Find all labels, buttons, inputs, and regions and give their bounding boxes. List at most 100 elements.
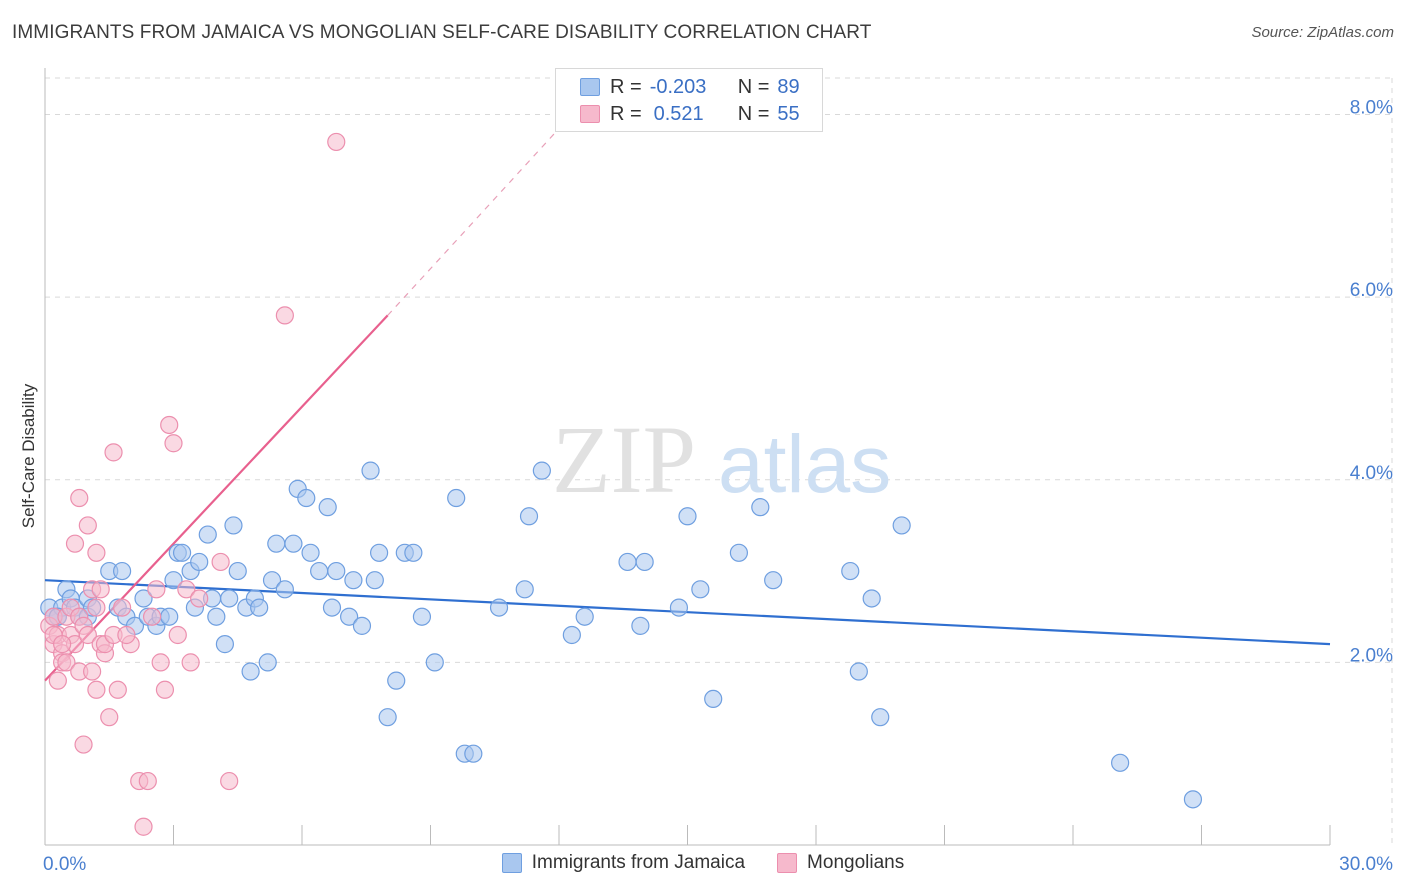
jamaica-point: [198, 525, 217, 544]
y-tick-label: 4.0%: [1350, 463, 1393, 484]
jamaica-point: [412, 607, 432, 626]
y-tick-label: 2.0%: [1350, 645, 1393, 666]
n-label: N =: [737, 75, 770, 98]
mongolian-point: [87, 680, 106, 699]
jamaica-point: [340, 607, 359, 626]
mongolian-point: [87, 598, 106, 617]
mongolian-point: [142, 607, 162, 626]
mongolian-point: [57, 653, 76, 672]
jamaica-point: [678, 507, 697, 526]
legend-label: Immigrants from Jamaica: [531, 852, 746, 873]
jamaica-point: [215, 635, 234, 654]
jamaica-point: [262, 571, 282, 590]
jamaica-point: [250, 598, 269, 617]
mongolian-point: [177, 580, 196, 599]
r-value: -0.203: [649, 75, 707, 98]
axes: [44, 68, 1331, 846]
mongolian-trend-line: [44, 314, 389, 682]
legend-row-jamaica: R = -0.203 N = 89: [580, 74, 800, 100]
mongolian-point: [70, 488, 89, 508]
r-label: R =: [610, 102, 642, 125]
legend-item-jamaica[interactable]: Immigrants from Jamaica: [501, 852, 746, 874]
jamaica-point: [1183, 790, 1203, 809]
jamaica-point: [691, 580, 710, 599]
jamaica-point: [464, 744, 483, 763]
jamaica-point: [892, 516, 911, 535]
mongolian-point: [53, 635, 72, 654]
jamaica-point: [370, 543, 389, 562]
mongolian-point: [181, 653, 200, 672]
y-axis-label: Self-Care Disability: [19, 383, 38, 528]
jamaica-point: [172, 543, 192, 562]
source-credit: Source: ZipAtlas.com: [1251, 24, 1394, 41]
jamaica-point: [164, 571, 183, 590]
jamaica-point: [160, 607, 179, 626]
mongolian-point: [147, 580, 166, 599]
jamaica-point: [322, 598, 342, 617]
jamaica-point: [301, 543, 320, 562]
mongolian-point: [138, 771, 157, 791]
jamaica-point: [134, 589, 153, 608]
mongolian-point: [104, 443, 123, 462]
x-tick-labels: 0.0% 30.0%: [43, 854, 1393, 875]
blue-swatch: [580, 78, 600, 96]
r-label: R =: [610, 75, 642, 98]
jamaica-point: [764, 571, 783, 590]
jamaica-point: [1111, 753, 1130, 772]
jamaica-point: [669, 598, 689, 617]
jamaica-point: [207, 607, 226, 626]
mongolian-trend-extension: [387, 114, 573, 316]
jamaica-point: [228, 561, 247, 581]
mongolian-point: [91, 580, 110, 599]
jamaica-point: [327, 561, 346, 581]
y-tick-label: 6.0%: [1350, 280, 1393, 301]
mongolian-point: [83, 662, 102, 681]
watermark-atlas: atlas: [718, 419, 891, 510]
n-label: N =: [737, 102, 770, 125]
mongolian-point: [164, 434, 183, 453]
n-value: 55: [777, 102, 800, 125]
jamaica-point: [425, 653, 444, 672]
jamaica-point: [361, 461, 380, 480]
mongolian-point: [211, 552, 230, 572]
jamaica-point: [489, 598, 509, 617]
correlation-legend: R = -0.203 N = 89 R = 0.521 N = 55: [555, 68, 823, 132]
jamaica-point: [871, 708, 890, 727]
mongolian-point: [275, 306, 294, 325]
mongolian-point: [134, 817, 153, 836]
jamaica-point: [258, 653, 277, 672]
jamaica-point: [378, 708, 397, 727]
mongolian-point: [117, 625, 136, 645]
legend-item-mongolians[interactable]: Mongolians: [777, 852, 904, 874]
jamaica-point: [220, 589, 239, 608]
r-value: 0.521: [653, 102, 704, 125]
jamaica-point: [284, 534, 303, 553]
pink-swatch: [777, 853, 798, 873]
mongolian-point: [48, 671, 67, 690]
watermark-zip: ZIP: [552, 406, 696, 513]
mongolian-point: [190, 589, 209, 608]
jamaica-point: [310, 561, 329, 581]
jamaica-point: [635, 552, 654, 572]
jamaica-point: [387, 671, 406, 690]
mongolian-point: [220, 771, 239, 791]
jamaica-point: [862, 589, 881, 608]
series-legend: Immigrants from Jamaica Mongolians: [0, 852, 1406, 874]
watermark: ZIP atlas: [552, 406, 891, 513]
mongolian-point: [327, 132, 346, 152]
jamaica-point: [562, 625, 581, 645]
mongolian-point: [65, 534, 85, 553]
jamaica-point: [575, 607, 594, 626]
blue-swatch: [501, 853, 522, 873]
mongolian-point: [168, 625, 187, 645]
chart-title: IMMIGRANTS FROM JAMAICA VS MONGOLIAN SEL…: [12, 22, 872, 43]
jamaica-point: [241, 662, 260, 681]
jamaica-point: [515, 580, 534, 599]
jamaica-point: [704, 689, 723, 709]
x-tick-label: 0.0%: [43, 854, 86, 875]
x-tick-label: 30.0%: [1339, 854, 1393, 875]
mongolian-point: [155, 680, 175, 699]
jamaica-point: [352, 616, 372, 635]
y-tick-labels: 2.0% 4.0% 6.0% 8.0%: [1350, 98, 1393, 667]
